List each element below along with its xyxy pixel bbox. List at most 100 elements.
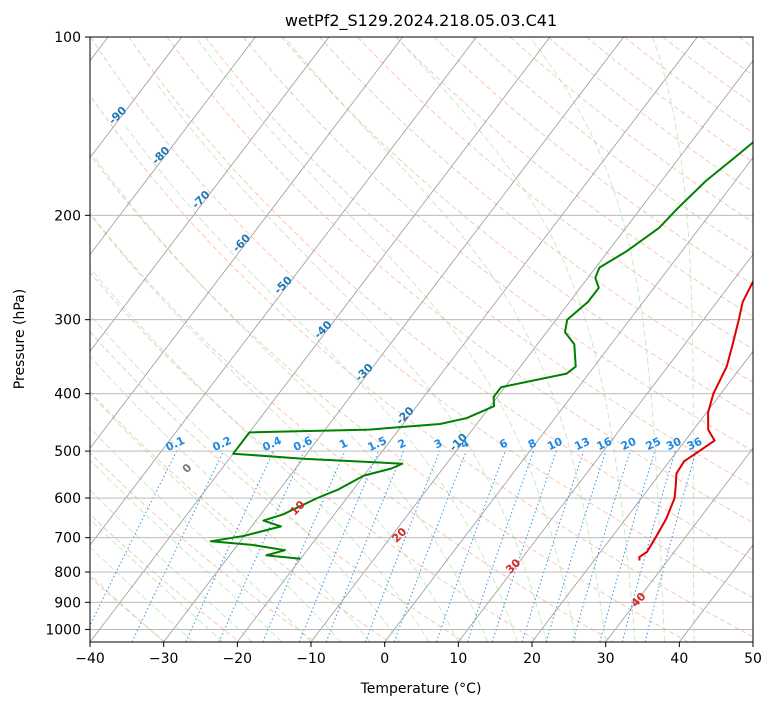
moist-adiabat bbox=[90, 267, 430, 642]
isotherm-line bbox=[90, 37, 404, 449]
dry-adiabat bbox=[471, 37, 753, 254]
dry-adiabat bbox=[433, 37, 753, 286]
dry-adiabat bbox=[204, 37, 753, 487]
moist-adiabat bbox=[90, 573, 165, 642]
x-tick-label: 40 bbox=[670, 651, 688, 667]
x-tick-label: 20 bbox=[523, 651, 541, 667]
dry-adiabat bbox=[90, 153, 689, 642]
moist-adiabat bbox=[90, 427, 312, 642]
x-tick-label: −30 bbox=[149, 651, 179, 667]
moist-adiabat bbox=[529, 37, 666, 642]
mixing-ratio-label: 13 bbox=[573, 435, 592, 453]
moist-adiabat bbox=[652, 37, 695, 642]
isotherm-label: -50 bbox=[272, 273, 295, 296]
mixing-ratio-line bbox=[572, 450, 631, 642]
isotherm-label: -30 bbox=[353, 361, 376, 384]
dry-adiabat bbox=[319, 37, 753, 384]
mixing-ratio-line bbox=[491, 450, 557, 642]
mixing-ratio-line bbox=[325, 450, 404, 642]
mixing-ratio-label: 6 bbox=[497, 436, 510, 451]
isotherm-line bbox=[752, 641, 753, 642]
mixing-ratio-line bbox=[467, 450, 535, 642]
chart-title: wetPf2_S129.2024.218.05.03.C41 bbox=[285, 11, 557, 31]
isotherm-line bbox=[90, 37, 330, 352]
background-lines bbox=[90, 37, 753, 642]
dry-adiabat bbox=[90, 451, 315, 642]
moist-adiabat bbox=[90, 546, 194, 642]
mixing-ratio-line bbox=[621, 450, 676, 642]
dry-adiabat bbox=[395, 37, 753, 318]
mixing-ratio-line bbox=[545, 450, 607, 642]
dry-adiabat bbox=[281, 37, 753, 417]
dry-adiabat-label: 30 bbox=[503, 556, 523, 576]
x-tick-label: 10 bbox=[449, 651, 467, 667]
x-axis: −40 −30 −20 −10 0 10 20 30 40 50 bbox=[75, 642, 762, 667]
y-tick-label: 700 bbox=[54, 531, 81, 547]
mixing-ratio-label: 25 bbox=[644, 435, 663, 453]
dry-adiabat bbox=[166, 37, 753, 524]
plot-frame bbox=[89, 36, 754, 643]
mixing-ratio-line bbox=[218, 450, 305, 642]
y-tick-label: 800 bbox=[54, 565, 81, 581]
mixing-ratio-label: 30 bbox=[664, 435, 684, 453]
moist-adiabat bbox=[90, 355, 371, 642]
y-tick-label: 200 bbox=[54, 208, 81, 224]
mixing-ratio-line bbox=[90, 450, 178, 627]
moist-adiabat bbox=[90, 213, 459, 642]
x-tick-label: 30 bbox=[597, 651, 615, 667]
isotherm-line bbox=[90, 37, 183, 159]
mixing-ratio-label: 20 bbox=[619, 435, 639, 453]
y-axis: 100 200 300 400 500 600 700 800 900 1000 bbox=[45, 30, 90, 638]
y-tick-label: 400 bbox=[54, 387, 81, 403]
profile-dewpoint bbox=[209, 141, 753, 560]
moist-adiabat bbox=[156, 83, 548, 642]
isotherm-label: -80 bbox=[149, 144, 172, 167]
y-tick-label: 600 bbox=[54, 491, 81, 507]
dry-adiabat-label: 0 bbox=[180, 461, 195, 476]
grid-lines bbox=[90, 37, 753, 630]
x-tick-label: 0 bbox=[380, 651, 389, 667]
mixing-ratio-label: 10 bbox=[545, 435, 565, 453]
mixing-ratio-line bbox=[521, 450, 585, 642]
mixing-ratio-label: 16 bbox=[595, 435, 615, 453]
x-axis-label: Temperature (°C) bbox=[360, 681, 482, 697]
isotherm-line bbox=[384, 156, 753, 642]
mixing-ratio-line bbox=[435, 450, 506, 642]
dry-adiabat bbox=[548, 37, 753, 193]
dry-adiabat bbox=[90, 271, 540, 642]
isotherm-line bbox=[310, 60, 753, 642]
mixing-ratio-label: 8 bbox=[526, 436, 538, 451]
mixing-ratio-label: 2 bbox=[396, 436, 408, 451]
profile-temperature bbox=[638, 279, 753, 561]
isotherm-line bbox=[163, 37, 625, 642]
y-tick-label: 900 bbox=[54, 595, 81, 611]
dry-adiabat bbox=[90, 513, 241, 642]
mixing-ratio-line bbox=[599, 450, 656, 642]
dry-adiabat bbox=[738, 37, 753, 48]
dry-adiabat-label: 20 bbox=[389, 525, 409, 545]
line-labels: -100-90-80-70-60-50-40-30-20-10010203040… bbox=[56, 67, 705, 610]
x-tick-label: −10 bbox=[296, 651, 326, 667]
isotherm-label: -100 bbox=[56, 67, 85, 96]
moist-adiabat bbox=[90, 518, 223, 642]
moist-adiabat bbox=[123, 123, 518, 642]
dry-adiabat bbox=[90, 212, 614, 642]
y-tick-label: 300 bbox=[54, 313, 81, 329]
x-tick-label: 50 bbox=[744, 651, 762, 667]
mixing-ratio-line bbox=[298, 450, 380, 642]
dry-adiabat-label: 10 bbox=[288, 498, 308, 518]
moist-adiabat bbox=[284, 37, 607, 642]
dry-adiabat bbox=[90, 94, 753, 638]
mixing-ratio-label: 3 bbox=[432, 436, 444, 451]
mixing-ratio-label: 1 bbox=[337, 436, 349, 451]
dry-adiabat bbox=[90, 37, 753, 599]
isotherm-line bbox=[90, 37, 477, 546]
mixing-ratio-line bbox=[644, 450, 697, 642]
isotherm-line bbox=[605, 447, 753, 642]
x-tick-label: −20 bbox=[223, 651, 253, 667]
moist-adiabat bbox=[90, 459, 282, 642]
dry-adiabat bbox=[128, 37, 753, 561]
moist-adiabat bbox=[396, 37, 636, 642]
y-tick-label: 100 bbox=[54, 30, 81, 46]
